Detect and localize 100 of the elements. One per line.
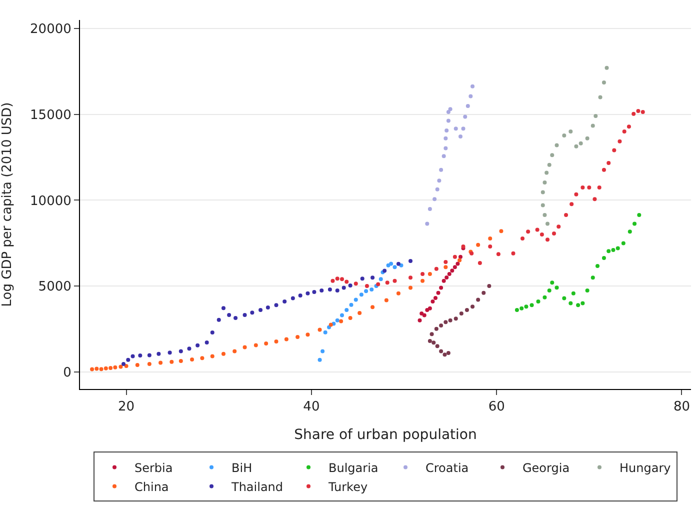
point xyxy=(597,186,602,190)
point xyxy=(312,290,316,294)
point xyxy=(94,366,99,371)
point xyxy=(354,282,358,286)
point xyxy=(124,364,128,368)
point xyxy=(340,277,344,282)
y-tick-label: 15000 xyxy=(30,108,72,123)
point xyxy=(122,362,126,366)
point xyxy=(370,276,375,280)
point xyxy=(392,265,397,270)
point xyxy=(348,316,352,320)
point xyxy=(468,94,473,98)
point xyxy=(590,124,595,128)
point xyxy=(448,318,452,322)
point xyxy=(550,280,554,285)
point xyxy=(444,128,449,133)
point xyxy=(210,354,214,358)
point xyxy=(488,236,492,240)
point xyxy=(340,313,344,318)
point xyxy=(420,278,425,283)
point xyxy=(360,276,364,281)
legend-label: Thailand xyxy=(230,480,284,494)
point xyxy=(370,305,375,310)
legend-label: Serbia xyxy=(134,460,173,475)
point xyxy=(227,313,232,318)
point xyxy=(459,311,464,316)
point xyxy=(439,349,444,354)
point xyxy=(418,318,422,322)
point xyxy=(640,110,645,114)
point xyxy=(396,262,400,266)
point xyxy=(488,244,492,249)
point xyxy=(428,272,432,276)
point xyxy=(434,266,438,271)
x-axis-title: Share of urban population xyxy=(294,426,477,443)
point xyxy=(344,308,349,312)
point xyxy=(446,350,450,355)
point xyxy=(170,360,174,364)
point xyxy=(478,261,482,266)
point xyxy=(598,95,602,100)
point xyxy=(616,246,620,250)
point xyxy=(632,112,636,116)
point xyxy=(550,153,554,158)
y-axis-title: Log GDP per capita (2010 USD) xyxy=(0,102,15,307)
legend-label: Georgia xyxy=(522,460,570,475)
point xyxy=(349,302,354,307)
point xyxy=(606,249,611,254)
point xyxy=(264,342,268,346)
point xyxy=(568,130,573,134)
point xyxy=(446,110,450,114)
point xyxy=(370,287,374,292)
point xyxy=(621,241,626,246)
point xyxy=(578,141,583,146)
point xyxy=(618,139,622,144)
point xyxy=(611,248,616,252)
point xyxy=(496,252,500,256)
point xyxy=(542,295,547,300)
point xyxy=(392,278,397,283)
point xyxy=(466,104,470,108)
point xyxy=(187,346,192,351)
point xyxy=(408,258,412,263)
point xyxy=(454,126,458,131)
point xyxy=(448,107,452,112)
point xyxy=(562,296,566,300)
point xyxy=(544,170,549,175)
point xyxy=(221,352,226,356)
point xyxy=(378,277,383,282)
point xyxy=(442,352,447,357)
point xyxy=(339,319,344,324)
point xyxy=(266,305,270,310)
point xyxy=(296,335,300,339)
point xyxy=(138,354,142,358)
point xyxy=(540,232,544,237)
point xyxy=(585,288,590,292)
point xyxy=(535,228,540,232)
point xyxy=(444,275,449,280)
point xyxy=(602,168,606,172)
point xyxy=(520,236,525,240)
point xyxy=(464,308,469,312)
point xyxy=(385,280,390,285)
point xyxy=(602,256,606,260)
point xyxy=(354,298,358,302)
point xyxy=(514,308,519,312)
point xyxy=(554,143,559,148)
point xyxy=(425,222,430,226)
point xyxy=(446,118,450,123)
point xyxy=(463,114,468,119)
point xyxy=(254,343,258,348)
point xyxy=(232,349,237,354)
point xyxy=(470,304,475,309)
point xyxy=(456,262,460,266)
point xyxy=(335,276,340,281)
point xyxy=(126,358,130,362)
point xyxy=(576,303,580,308)
point xyxy=(439,324,444,328)
point xyxy=(408,286,412,290)
point xyxy=(526,230,530,234)
point xyxy=(450,268,454,273)
point xyxy=(444,260,448,264)
point xyxy=(511,251,516,256)
point xyxy=(210,330,214,335)
